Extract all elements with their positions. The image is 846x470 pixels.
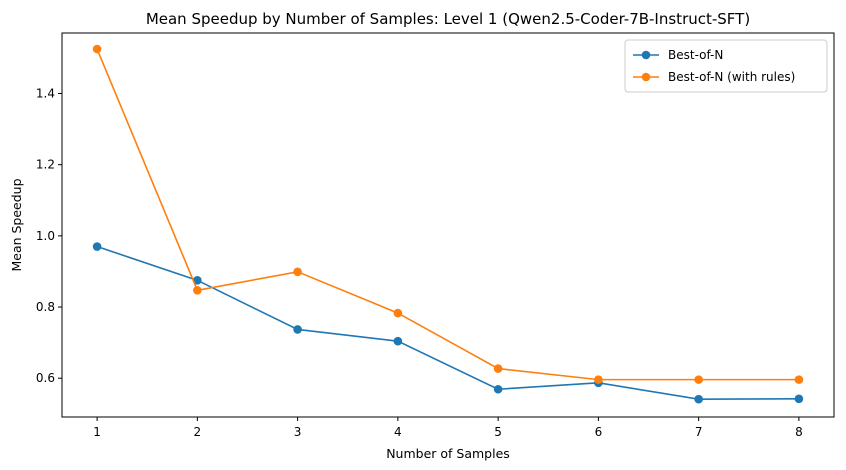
data-point: [493, 384, 503, 394]
legend: Best-of-N Best-of-N (with rules): [624, 39, 828, 93]
data-point: [92, 44, 102, 54]
x-tick-label: 1: [93, 425, 101, 439]
plot-frame: [61, 32, 835, 418]
data-point: [594, 375, 603, 384]
data-point: [393, 336, 403, 346]
y-tick-label: 0.6: [36, 371, 55, 385]
y-tick-label: 1.0: [36, 229, 55, 243]
data-point: [794, 375, 804, 384]
data-point: [193, 276, 202, 285]
y-axis: 0.6 0.8 1.0 1.2 1.4: [36, 87, 62, 385]
y-axis-label: Mean Speedup: [9, 178, 24, 271]
y-tick-label: 1.4: [36, 87, 55, 101]
data-point: [493, 364, 503, 373]
data-point: [794, 394, 804, 404]
series-layer: [92, 44, 804, 404]
data-point: [694, 394, 703, 404]
legend-box: [624, 39, 828, 93]
data-point: [393, 308, 403, 318]
x-tick-label: 8: [795, 425, 803, 439]
legend-label: Best-of-N (with rules): [668, 70, 795, 84]
legend-marker: [641, 50, 651, 60]
series-line-0: [96, 245, 799, 401]
x-tick-label: 7: [695, 425, 703, 439]
chart-title: Mean Speedup by Number of Samples: Level…: [146, 10, 750, 28]
plot-area: [62, 33, 834, 417]
data-point: [293, 267, 302, 277]
y-tick-label: 1.2: [36, 158, 55, 172]
x-tick-label: 3: [294, 425, 302, 439]
x-tick-label: 5: [494, 425, 502, 439]
y-tick-label: 0.8: [36, 300, 55, 314]
x-axis-label: Number of Samples: [386, 446, 510, 461]
legend-marker: [641, 72, 651, 82]
data-point: [193, 286, 202, 295]
x-axis: 1 2 3 4 5 6 7 8: [93, 417, 803, 439]
x-tick-label: 2: [194, 425, 202, 439]
legend-label: Best-of-N: [668, 48, 723, 62]
series-line-1: [96, 48, 799, 381]
x-tick-label: 6: [595, 425, 603, 439]
data-point: [694, 375, 703, 384]
x-tick-label: 4: [394, 425, 402, 439]
data-point: [92, 242, 102, 251]
data-point: [293, 325, 302, 334]
